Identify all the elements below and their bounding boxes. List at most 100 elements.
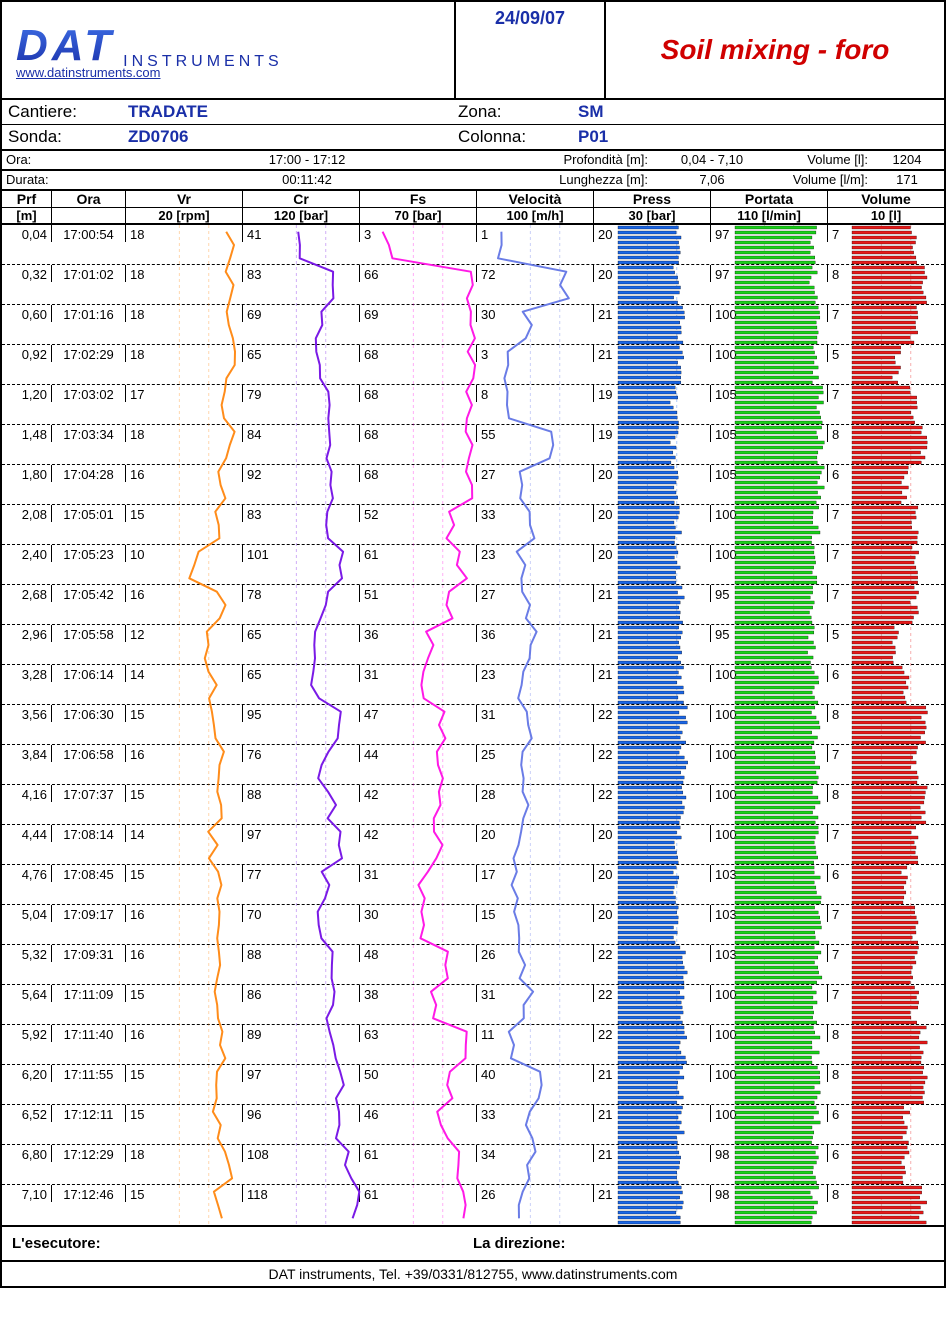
cell-ora: 17:11:09	[52, 985, 126, 1002]
cell-vel: 27	[477, 465, 594, 482]
cell-vr: 15	[126, 985, 243, 1002]
cell-vr: 16	[126, 945, 243, 962]
cell-vr: 15	[126, 505, 243, 522]
cell-volu: 7	[828, 385, 944, 402]
data-row: 2,6817:05:421678512721957	[2, 585, 944, 625]
durata-label: Durata:	[6, 172, 49, 187]
cell-ora: 17:11:40	[52, 1025, 126, 1042]
data-row: 6,5217:12:1115964633211006	[2, 1105, 944, 1145]
cell-vel: 26	[477, 1185, 594, 1202]
cell-ora: 17:08:45	[52, 865, 126, 882]
vol-label: Volume [l]:	[807, 152, 868, 167]
colhead-volu: Volume	[828, 191, 944, 207]
cell-cr: 97	[243, 1065, 360, 1082]
cell-ora: 17:12:11	[52, 1105, 126, 1122]
cell-volu: 6	[828, 1145, 944, 1162]
cell-vr: 18	[126, 225, 243, 242]
cell-press: 21	[594, 1185, 711, 1202]
cell-vr: 10	[126, 545, 243, 562]
chart-header-units: [m]20 [rpm]120 [bar]70 [bar]100 [m/h]30 …	[2, 208, 944, 225]
colunit-ora	[52, 208, 126, 223]
prof-label: Profondità [m]:	[563, 152, 648, 167]
cell-port: 103	[711, 865, 828, 882]
cell-press: 20	[594, 265, 711, 282]
colhead-press: Press	[594, 191, 711, 207]
cell-volu: 8	[828, 1065, 944, 1082]
cell-cr: 86	[243, 985, 360, 1002]
cell-press: 19	[594, 425, 711, 442]
cell-volu: 6	[828, 865, 944, 882]
cell-ora: 17:05:23	[52, 545, 126, 562]
colunit-volu: 10 [l]	[828, 208, 944, 223]
cell-vr: 18	[126, 1145, 243, 1162]
data-row: 0,9217:02:291865683211005	[2, 345, 944, 385]
cell-vr: 15	[126, 1185, 243, 1202]
banner-logo-block: DAT INSTRUMENTS www.datinstruments.com	[2, 2, 454, 98]
zona-value: SM	[578, 102, 604, 121]
cell-vel: 55	[477, 425, 594, 442]
cell-prf: 2,40	[2, 545, 52, 562]
cell-press: 20	[594, 465, 711, 482]
cell-port: 105	[711, 425, 828, 442]
cell-port: 98	[711, 1145, 828, 1162]
cell-port: 100	[711, 1105, 828, 1122]
cell-ora: 17:01:16	[52, 305, 126, 322]
drill-log-sheet: DAT INSTRUMENTS www.datinstruments.com 2…	[0, 0, 946, 1288]
cell-cr: 97	[243, 825, 360, 842]
cell-vel: 34	[477, 1145, 594, 1162]
colhead-port: Portata	[711, 191, 828, 207]
cell-fs: 68	[360, 385, 477, 402]
ora-label: Ora:	[6, 152, 31, 167]
cell-port: 95	[711, 625, 828, 642]
cell-volu: 8	[828, 1025, 944, 1042]
cell-cr: 77	[243, 865, 360, 882]
cantiere-value: TRADATE	[128, 102, 208, 121]
cell-ora: 17:06:58	[52, 745, 126, 762]
cell-prf: 0,04	[2, 225, 52, 242]
cell-vr: 18	[126, 265, 243, 282]
cell-ora: 17:12:29	[52, 1145, 126, 1162]
cell-volu: 7	[828, 545, 944, 562]
cell-vel: 26	[477, 945, 594, 962]
colunit-port: 110 [l/min]	[711, 208, 828, 223]
cell-cr: 76	[243, 745, 360, 762]
cell-volu: 7	[828, 745, 944, 762]
data-row: 1,2017:03:021779688191057	[2, 385, 944, 425]
cell-port: 100	[711, 505, 828, 522]
banner-title: Soil mixing - foro	[604, 2, 944, 98]
cell-vel: 31	[477, 705, 594, 722]
cell-fs: 36	[360, 625, 477, 642]
ora-value: 17:00 - 17:12	[269, 152, 346, 167]
cell-volu: 8	[828, 1185, 944, 1202]
data-row: 3,5617:06:3015954731221008	[2, 705, 944, 745]
cell-vel: 31	[477, 985, 594, 1002]
data-row: 5,0417:09:1716703015201037	[2, 905, 944, 945]
vollm-label: Volume [l/m]:	[793, 172, 868, 187]
cell-press: 22	[594, 745, 711, 762]
cell-vel: 40	[477, 1065, 594, 1082]
cell-ora: 17:12:46	[52, 1185, 126, 1202]
cell-ora: 17:11:55	[52, 1065, 126, 1082]
cell-port: 97	[711, 265, 828, 282]
cell-press: 21	[594, 1105, 711, 1122]
cell-vel: 3	[477, 345, 594, 362]
data-row: 5,9217:11:4016896311221008	[2, 1025, 944, 1065]
cell-prf: 7,10	[2, 1185, 52, 1202]
colunit-fs: 70 [bar]	[360, 208, 477, 223]
cell-vr: 16	[126, 1025, 243, 1042]
cell-volu: 8	[828, 785, 944, 802]
cell-vr: 15	[126, 865, 243, 882]
cell-port: 100	[711, 545, 828, 562]
cell-volu: 7	[828, 585, 944, 602]
cell-prf: 1,20	[2, 385, 52, 402]
cell-ora: 17:09:31	[52, 945, 126, 962]
cell-ora: 17:02:29	[52, 345, 126, 362]
sonda-value: ZD0706	[128, 127, 188, 146]
cell-cr: 96	[243, 1105, 360, 1122]
cell-volu: 7	[828, 305, 944, 322]
cell-ora: 17:05:42	[52, 585, 126, 602]
cell-vr: 12	[126, 625, 243, 642]
colhead-vr: Vr	[126, 191, 243, 207]
signature-left: L'esecutore:	[12, 1235, 473, 1252]
cell-cr: 101	[243, 545, 360, 562]
